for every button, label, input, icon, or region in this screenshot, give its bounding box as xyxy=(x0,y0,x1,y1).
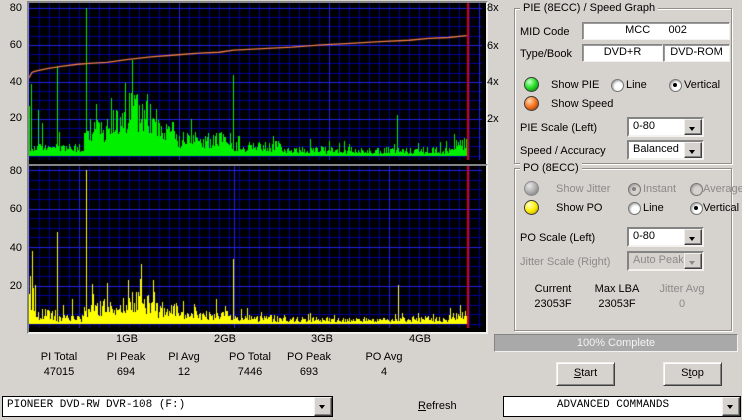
speed-accuracy-select[interactable]: Balanced xyxy=(627,140,704,160)
max-lba-label: Max LBA xyxy=(594,283,640,295)
refresh-button[interactable]: Refresh xyxy=(418,400,457,412)
stop-button[interactable]: Stop xyxy=(663,362,722,386)
x-axis-tick: 2GB xyxy=(213,333,236,345)
pie-line-radio-label: Line xyxy=(626,79,647,91)
speed-y-tick: 8x xyxy=(487,2,499,14)
advanced-commands-select[interactable]: ADVANCED COMMANDS xyxy=(503,396,741,417)
po-y-tick: 80 xyxy=(9,165,22,177)
pie-chart-canvas xyxy=(29,3,482,160)
pie-vertical-radio[interactable] xyxy=(669,79,682,92)
pi-peak-label: PI Peak xyxy=(106,351,146,363)
po-total-label: PO Total xyxy=(229,351,271,363)
pie-y-tick: 20 xyxy=(9,112,22,124)
po-peak-label: PO Peak xyxy=(286,351,332,363)
po-y-tick: 40 xyxy=(9,242,22,254)
po-scale-label: PO Scale (Left) xyxy=(520,232,596,244)
pi-avg-value: 12 xyxy=(177,366,191,378)
advanced-commands-value: ADVANCED COMMANDS xyxy=(556,399,670,411)
dropdown-arrow-icon[interactable] xyxy=(684,229,702,245)
type-book-label: Type/Book xyxy=(520,48,572,60)
po-vertical-radio-label: Vertical xyxy=(703,202,740,214)
current-lba-label: Current xyxy=(534,283,572,295)
max-lba-value: 23053F xyxy=(598,298,636,310)
po-chart-canvas xyxy=(29,166,482,328)
dropdown-arrow-icon[interactable] xyxy=(684,142,702,158)
dropdown-arrow-icon[interactable] xyxy=(684,119,702,135)
jitter-instant-label: Instant xyxy=(643,183,677,195)
po-line-radio-label: Line xyxy=(643,202,664,214)
mid-code-label: MID Code xyxy=(520,26,570,38)
po-peak-value: 693 xyxy=(299,366,319,378)
x-axis-tick: 4GB xyxy=(408,333,431,345)
pie-scale-select[interactable]: 0-80 xyxy=(627,117,704,137)
po-groupbox-title: PO (8ECC) xyxy=(520,162,582,174)
pie-line-radio[interactable] xyxy=(611,79,624,92)
dropdown-arrow-icon[interactable] xyxy=(314,397,332,416)
scan-progress-bar: 100% Complete xyxy=(494,334,738,352)
pie-scale-value: 0-80 xyxy=(633,120,656,132)
drive-select[interactable]: PIONEER DVD-RW DVR-108 (F:) xyxy=(2,396,333,417)
pi-total-value: 47015 xyxy=(43,366,75,378)
jitter-avg-label: Jitter Avg xyxy=(659,283,705,295)
pie-groupbox-title: PIE (8ECC) / Speed Graph xyxy=(520,2,659,14)
pie-y-tick: 60 xyxy=(9,39,22,51)
show-po-led-button[interactable] xyxy=(524,200,539,215)
po-avg-label: PO Avg xyxy=(365,351,403,363)
pie-y-tick: 80 xyxy=(9,2,22,14)
speed-y-tick: 2x xyxy=(487,113,499,125)
x-axis-tick: 3GB xyxy=(310,333,333,345)
pi-peak-value: 694 xyxy=(116,366,136,378)
po-line-radio[interactable] xyxy=(628,202,641,215)
show-jitter-label: Show Jitter xyxy=(556,183,611,195)
jitter-average-label: Average xyxy=(703,183,742,195)
jitter-average-radio xyxy=(690,183,703,196)
po-y-tick: 20 xyxy=(9,280,22,292)
po-scale-select[interactable]: 0-80 xyxy=(627,227,704,247)
dropdown-arrow-icon[interactable] xyxy=(722,397,740,416)
show-speed-led-button[interactable] xyxy=(524,96,539,111)
po-avg-value: 4 xyxy=(380,366,388,378)
book-type-field: DVD-ROM xyxy=(663,44,730,62)
current-lba-value: 23053F xyxy=(534,298,572,310)
speed-y-tick: 6x xyxy=(487,40,499,52)
pie-chart-panel xyxy=(27,1,488,166)
speed-accuracy-value: Balanced xyxy=(633,143,679,155)
show-jitter-led-button xyxy=(524,181,539,196)
pie-vertical-radio-label: Vertical xyxy=(684,79,721,91)
jitter-avg-value: 0 xyxy=(678,298,686,310)
pie-scale-label: PIE Scale (Left) xyxy=(520,122,598,134)
disc-type-field: DVD+R xyxy=(582,44,663,62)
po-vertical-radio[interactable] xyxy=(690,202,703,215)
po-groupbox xyxy=(514,168,732,331)
pi-avg-label: PI Avg xyxy=(168,351,200,363)
dropdown-arrow-icon xyxy=(684,253,702,269)
pi-total-label: PI Total xyxy=(40,351,78,363)
x-axis-tick: 1GB xyxy=(115,333,138,345)
start-button[interactable]: Start xyxy=(556,362,615,386)
show-pie-label: Show PIE xyxy=(551,79,600,91)
speed-accuracy-label: Speed / Accuracy xyxy=(520,145,606,157)
mid-code-field: MCC 002 xyxy=(582,22,730,40)
pie-y-tick: 40 xyxy=(9,76,22,88)
po-scale-value: 0-80 xyxy=(633,230,656,242)
jitter-scale-label: Jitter Scale (Right) xyxy=(520,256,611,268)
show-po-label: Show PO xyxy=(556,202,603,214)
jitter-scale-value: Auto Peak xyxy=(633,254,684,266)
show-speed-label: Show Speed xyxy=(551,98,614,110)
po-y-tick: 60 xyxy=(9,203,22,215)
po-total-value: 7446 xyxy=(237,366,263,378)
jitter-scale-select: Auto Peak xyxy=(627,251,704,271)
drive-select-value: PIONEER DVD-RW DVR-108 (F:) xyxy=(7,399,186,411)
show-pie-led-button[interactable] xyxy=(524,77,539,92)
jitter-instant-radio xyxy=(628,183,641,196)
po-chart-panel xyxy=(27,164,488,334)
speed-y-tick: 4x xyxy=(487,76,499,88)
